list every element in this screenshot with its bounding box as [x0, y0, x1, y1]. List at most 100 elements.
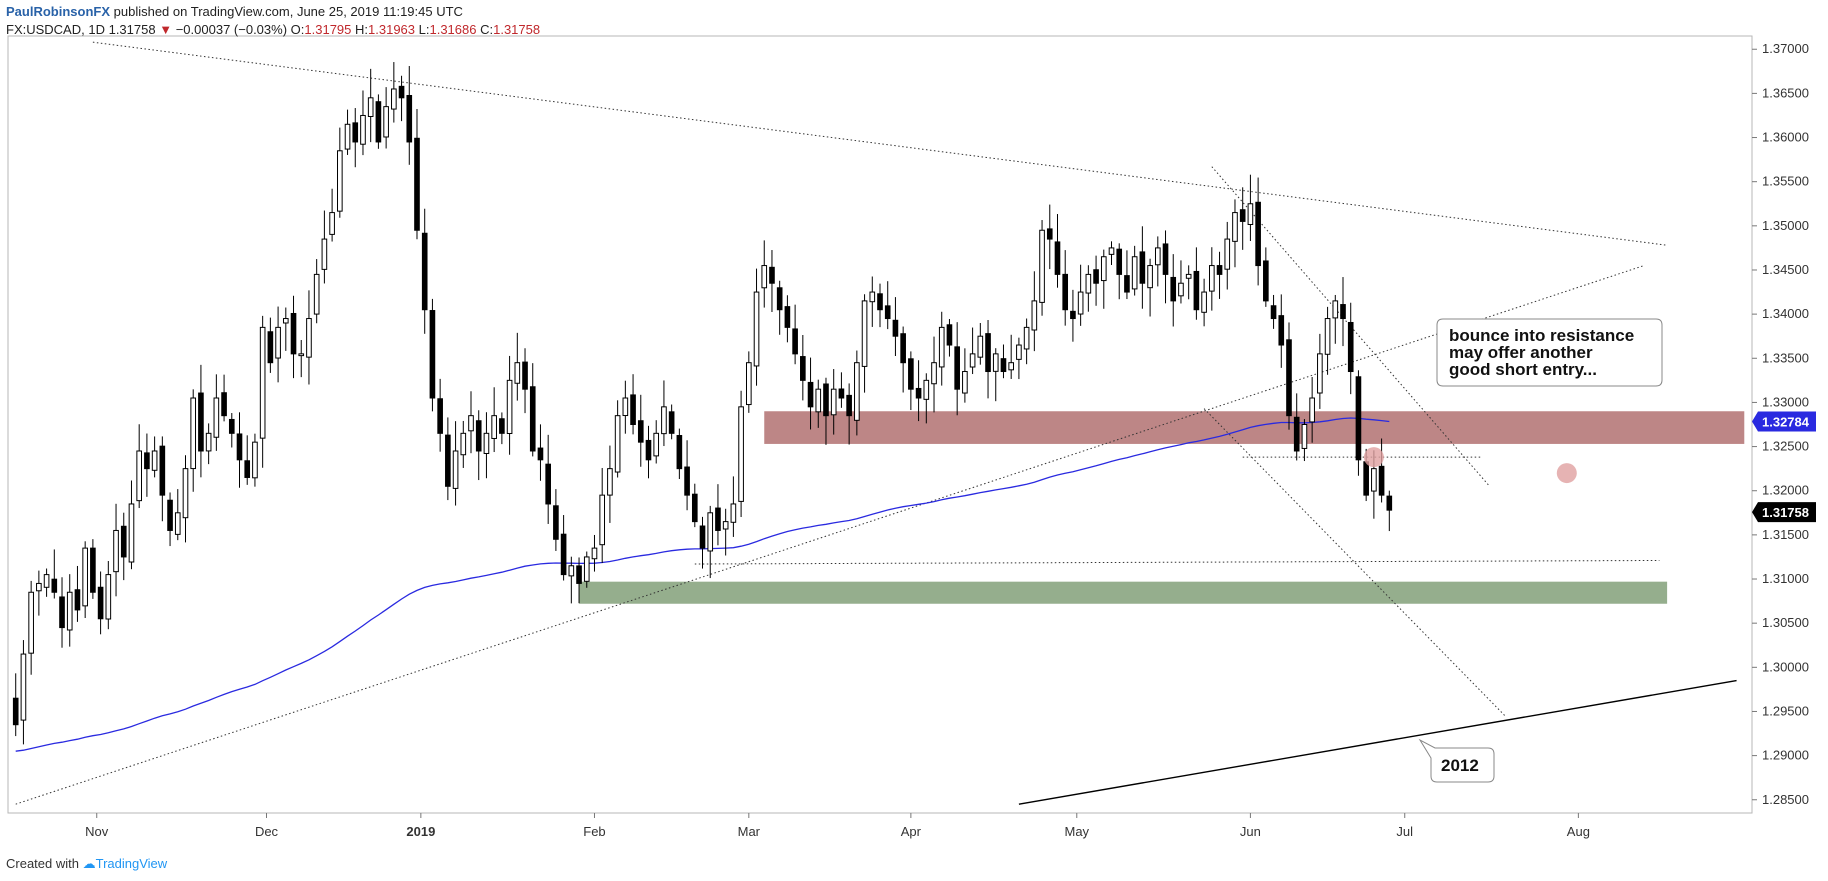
candle: [244, 435, 251, 485]
candle: [475, 410, 482, 481]
candle: [1332, 294, 1339, 344]
time-tick-label: Mar: [738, 824, 761, 839]
candle: [1278, 294, 1285, 368]
candle: [553, 489, 559, 551]
candle: [136, 424, 143, 509]
time-tick-label: Jun: [1240, 824, 1261, 839]
candle: [159, 436, 166, 522]
candle: [800, 334, 806, 401]
candle: [1347, 302, 1354, 395]
candle: [668, 404, 675, 440]
published-text: published on TradingView.com, June 25, 2…: [113, 4, 463, 19]
candle: [1263, 247, 1269, 307]
candle: [20, 640, 27, 745]
candle: [167, 492, 173, 547]
candle: [1193, 247, 1200, 320]
price-tick-label: 1.29500: [1762, 703, 1809, 718]
tradingview-logo-icon: ☁: [82, 856, 96, 871]
candle: [915, 360, 922, 422]
candle: [823, 377, 829, 445]
candle: [1209, 247, 1215, 311]
candle: [576, 557, 582, 604]
candle: [1062, 250, 1069, 326]
candle: [923, 373, 930, 424]
candle: [522, 348, 528, 414]
candle: [637, 394, 644, 467]
candle: [306, 290, 312, 385]
candle: [753, 268, 760, 386]
close-label: C:: [480, 22, 494, 37]
candle: [452, 421, 459, 506]
candle: [661, 380, 667, 447]
candle: [259, 315, 266, 468]
low-value: 1.31686: [429, 22, 477, 37]
candle: [113, 503, 119, 597]
candle: [707, 505, 714, 579]
candle: [128, 480, 135, 570]
price-tick-label: 1.30000: [1762, 659, 1809, 674]
candle: [1008, 334, 1015, 379]
publish-info: PaulRobinsonFX published on TradingView.…: [6, 4, 463, 19]
candle: [1324, 306, 1331, 375]
candle: [1293, 393, 1300, 461]
candle: [877, 283, 883, 328]
candle: [499, 412, 505, 445]
candle: [1154, 236, 1161, 287]
candle: [398, 75, 405, 122]
low-label: L:: [418, 22, 430, 37]
candle: [908, 351, 914, 411]
candle: [1093, 255, 1099, 306]
candle: [614, 400, 621, 478]
candle: [954, 322, 960, 416]
candle: [1039, 220, 1045, 316]
svg-text:1.31758: 1.31758: [1762, 505, 1809, 520]
candle: [1255, 177, 1261, 286]
candle: [383, 87, 389, 149]
candle: [1108, 241, 1115, 266]
candle: [1116, 243, 1123, 300]
candle: [807, 357, 814, 430]
entry-marker: [1556, 463, 1577, 484]
2012-note[interactable]: 2012: [1418, 738, 1495, 783]
candle: [174, 489, 181, 541]
price-tick-label: 1.35000: [1762, 218, 1809, 233]
support-zone: [579, 581, 1668, 604]
svg-text:1.32784: 1.32784: [1762, 414, 1810, 429]
candle: [120, 512, 127, 581]
candle: [1031, 271, 1038, 352]
symbol-label: FX:USDCAD, 1D: [6, 22, 105, 37]
tradingview-link[interactable]: TradingView: [95, 856, 168, 871]
candle: [1247, 174, 1254, 241]
price-tick-label: 1.29000: [1762, 748, 1809, 763]
candle: [699, 516, 706, 569]
candle: [784, 295, 791, 343]
candle: [1239, 187, 1246, 250]
feb-low-horizontal-trendline: [694, 559, 1660, 565]
candle: [298, 340, 305, 378]
price-tick-label: 1.36000: [1762, 130, 1809, 145]
candle: [1000, 344, 1007, 379]
candle: [892, 297, 899, 356]
candle: [483, 412, 490, 479]
candle: [429, 298, 436, 412]
candle: [352, 108, 359, 168]
candle: [653, 420, 660, 464]
close-value: 1.31758: [493, 22, 541, 37]
candle: [198, 364, 204, 478]
candle: [105, 561, 112, 630]
steep-descending-upper-trendline: [1211, 166, 1491, 487]
candle: [491, 387, 497, 453]
candle: [900, 326, 906, 393]
author-name[interactable]: PaulRobinsonFX: [6, 4, 110, 19]
candle: [267, 317, 274, 373]
candle: [568, 556, 575, 604]
candle: [290, 295, 297, 379]
candle: [151, 436, 158, 478]
candle: [676, 428, 683, 480]
candle: [1131, 245, 1138, 296]
candle: [275, 306, 281, 383]
high-value: 1.31963: [368, 22, 416, 37]
resistance-zone: [764, 411, 1745, 444]
